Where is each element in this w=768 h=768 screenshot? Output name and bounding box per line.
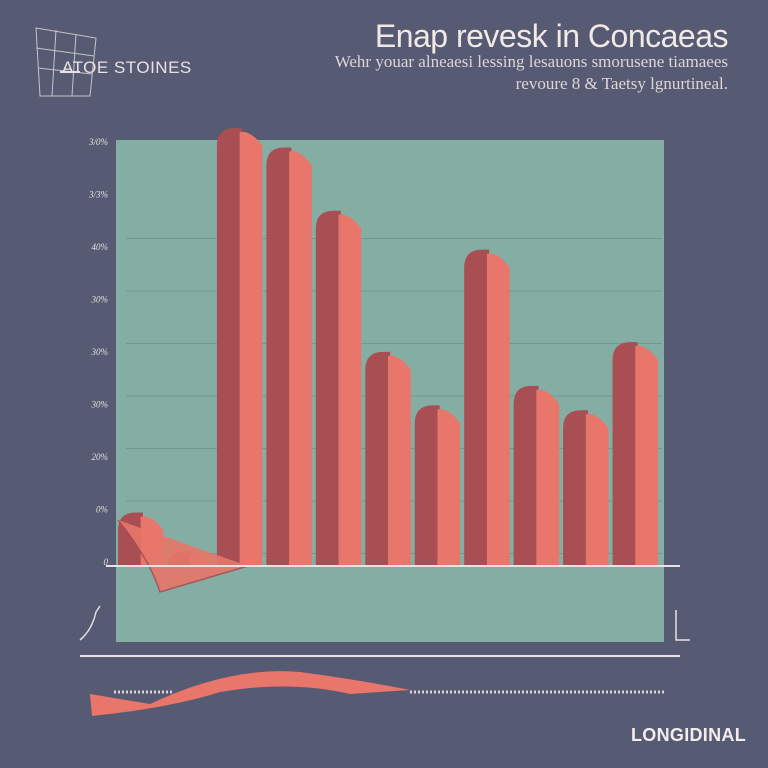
chart-subtitle: Wehr youar alneaesi lessing lesauons smo…	[334, 52, 728, 71]
data-bar-shadow	[513, 385, 539, 566]
data-bar-shadow	[563, 410, 589, 566]
y-tick-label: 30%	[91, 400, 109, 410]
y-tick-label: 3/3%	[88, 190, 108, 200]
y-tick-label: 30%	[91, 295, 109, 305]
data-bar-shadow	[216, 128, 242, 566]
data-bar-shadow	[315, 210, 341, 566]
bottom-wave	[90, 671, 410, 716]
y-tick-label: 3/0%	[88, 137, 108, 147]
brand-name: ATOE STOINES	[62, 58, 192, 77]
data-bar	[289, 151, 312, 566]
chart-subtitle-line2: revoure 8 & Taetsy lgnurtineal.	[515, 74, 728, 93]
y-tick-label: 0	[104, 557, 109, 567]
data-bar	[388, 355, 411, 566]
data-bar	[338, 214, 362, 566]
chart-title: Enap revesk in Concaeas	[374, 18, 729, 54]
data-bars	[118, 128, 658, 570]
data-bar	[635, 345, 658, 566]
data-bar	[486, 253, 510, 566]
data-bar-shadow	[266, 147, 292, 566]
footer-label: LONGIDINAL	[631, 725, 746, 745]
right-axis-hook	[675, 610, 690, 641]
data-bar	[239, 131, 263, 566]
baseline-dip	[117, 519, 249, 593]
y-tick-label: 40%	[92, 242, 109, 252]
data-bar-shadow	[365, 351, 391, 566]
data-bar	[585, 414, 609, 566]
left-axis-hook	[79, 605, 101, 641]
data-bar	[437, 409, 461, 566]
y-tick-labels: 3/0% 3/3% 40% 30% 30% 30% 20% 0% 0	[88, 137, 109, 567]
data-bar-shadow	[414, 405, 440, 566]
y-tick-label: 0%	[96, 505, 108, 515]
data-bar-shadow	[612, 342, 638, 566]
y-tick-label: 30%	[91, 347, 109, 357]
data-bar-shadow	[464, 249, 490, 566]
data-bar	[536, 389, 560, 566]
y-tick-label: 20%	[92, 452, 109, 462]
